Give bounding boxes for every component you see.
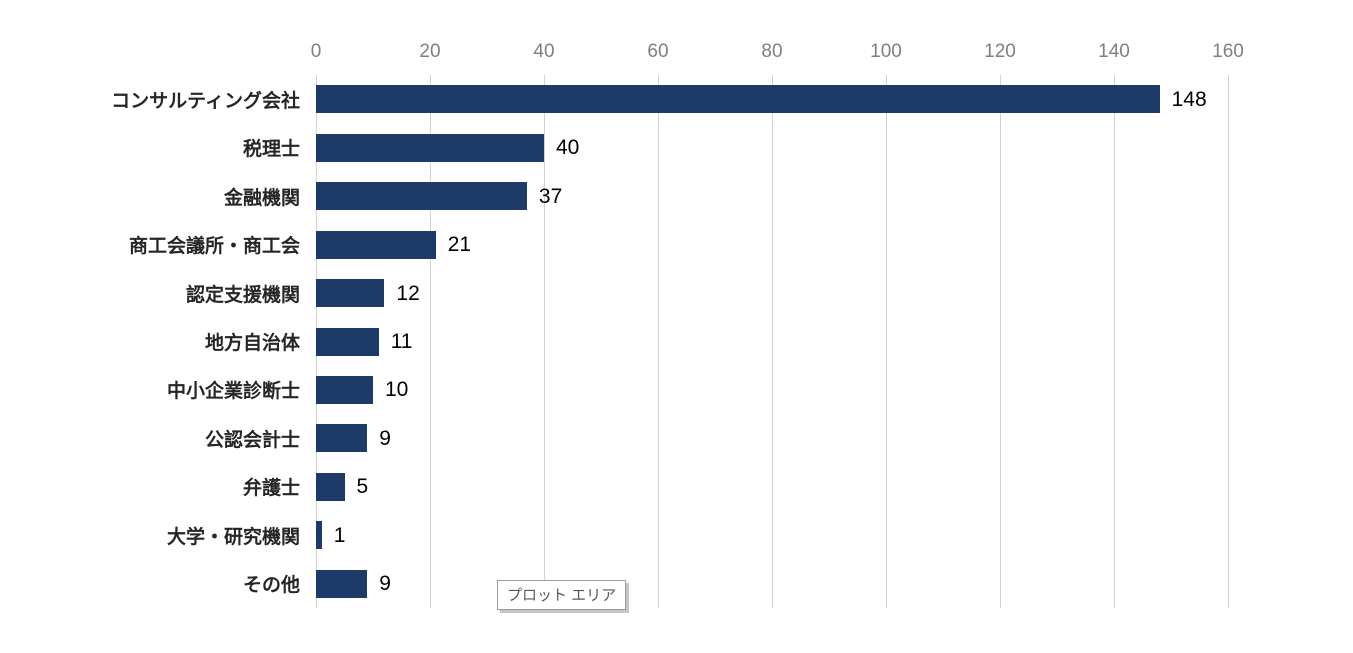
x-axis-tick-label: 60 xyxy=(647,41,669,62)
category-label: 税理士 xyxy=(242,139,300,161)
category-label: 金融機関 xyxy=(223,187,300,209)
gridline xyxy=(1114,75,1115,608)
category-label: その他 xyxy=(242,575,300,597)
value-label: 37 xyxy=(538,184,563,208)
x-axis-tick-label: 0 xyxy=(310,41,322,62)
gridline xyxy=(544,75,545,608)
gridline xyxy=(1228,75,1229,608)
bar[interactable] xyxy=(316,327,379,356)
category-label: 商工会議所・商工会 xyxy=(128,236,300,258)
value-label: 9 xyxy=(379,426,391,450)
gridline xyxy=(658,75,659,608)
bar[interactable] xyxy=(316,279,385,308)
x-axis-tick-label: 40 xyxy=(533,41,555,62)
x-axis-tick-label: 140 xyxy=(1098,41,1130,62)
bar[interactable] xyxy=(316,133,544,162)
category-label: 中小企業診断士 xyxy=(166,381,300,403)
bar[interactable] xyxy=(316,424,368,453)
value-label: 21 xyxy=(447,233,472,257)
x-axis-tick-label: 100 xyxy=(870,41,902,62)
category-label: 認定支援機関 xyxy=(185,284,300,306)
bar[interactable] xyxy=(316,521,322,550)
value-label: 1 xyxy=(333,523,346,547)
category-label: コンサルティング会社 xyxy=(111,90,300,112)
bar[interactable] xyxy=(316,569,368,598)
x-axis-tick-label: 160 xyxy=(1212,41,1244,62)
bar[interactable] xyxy=(316,375,373,404)
category-label: 弁護士 xyxy=(242,478,300,500)
gridline xyxy=(886,75,887,608)
value-label: 148 xyxy=(1171,87,1207,111)
gridline xyxy=(430,75,431,608)
bar[interactable] xyxy=(316,230,436,259)
bar[interactable] xyxy=(316,472,345,501)
gridline xyxy=(1000,75,1001,608)
value-label: 5 xyxy=(356,475,369,499)
category-label: 大学・研究機関 xyxy=(166,526,300,548)
value-label: 11 xyxy=(390,330,413,353)
plot-area-tooltip: プロット エリア xyxy=(497,580,627,610)
value-label: 12 xyxy=(396,281,420,305)
x-axis-tick-label: 120 xyxy=(984,41,1016,62)
gridline xyxy=(772,75,773,608)
category-label: 地方自治体 xyxy=(204,332,300,354)
plot-area-tooltip-label: プロット エリア xyxy=(507,587,617,604)
value-label: 10 xyxy=(385,378,409,402)
category-label: 公認会計士 xyxy=(204,429,300,451)
x-axis-tick-label: 20 xyxy=(419,41,441,62)
bar[interactable] xyxy=(316,182,527,211)
value-label: 40 xyxy=(556,136,580,160)
bar[interactable] xyxy=(316,85,1160,114)
x-axis-tick-label: 80 xyxy=(761,41,783,62)
value-label: 9 xyxy=(379,572,391,596)
